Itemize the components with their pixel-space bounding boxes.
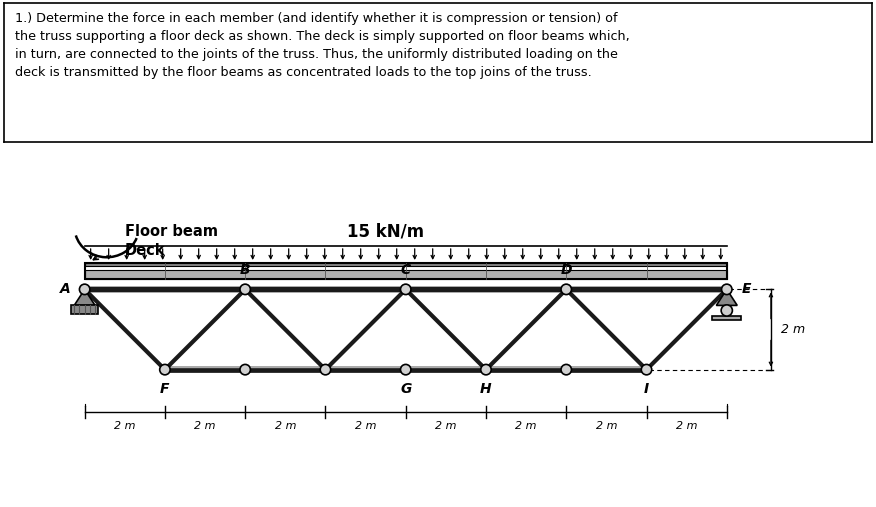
Polygon shape [717, 289, 738, 305]
Polygon shape [85, 286, 727, 293]
Circle shape [159, 365, 170, 375]
Polygon shape [71, 305, 98, 314]
Polygon shape [85, 263, 727, 267]
Text: 2 m: 2 m [596, 421, 617, 430]
Polygon shape [74, 289, 95, 305]
Circle shape [721, 305, 732, 316]
Text: D: D [561, 263, 572, 277]
Text: 2 m: 2 m [114, 421, 136, 430]
Text: E: E [742, 282, 752, 297]
Polygon shape [712, 315, 741, 320]
Text: H: H [480, 382, 491, 395]
Circle shape [240, 284, 251, 295]
Polygon shape [85, 270, 727, 278]
Circle shape [240, 365, 251, 375]
Text: Floor beam
Deck: Floor beam Deck [124, 225, 218, 258]
Circle shape [481, 365, 491, 375]
Circle shape [400, 284, 411, 295]
Text: 2 m: 2 m [355, 421, 377, 430]
Circle shape [321, 365, 330, 375]
Text: F: F [160, 382, 170, 395]
Text: 2 m: 2 m [676, 421, 697, 430]
Text: 1.) Determine the force in each member (and identify whether it is compression o: 1.) Determine the force in each member (… [15, 12, 630, 79]
Circle shape [400, 365, 411, 375]
Text: 15 kN/m: 15 kN/m [347, 223, 424, 240]
Text: 2 m: 2 m [194, 421, 215, 430]
Text: A: A [60, 282, 71, 297]
Text: 2 m: 2 m [781, 323, 805, 336]
Circle shape [561, 284, 571, 295]
Text: G: G [400, 382, 412, 395]
Circle shape [641, 365, 652, 375]
Circle shape [722, 284, 732, 295]
Text: 2 m: 2 m [435, 421, 456, 430]
Text: I: I [644, 382, 649, 395]
Circle shape [561, 365, 571, 375]
Circle shape [80, 284, 90, 295]
Polygon shape [165, 367, 646, 373]
Text: B: B [240, 263, 251, 277]
Text: 2 m: 2 m [515, 421, 537, 430]
Text: 2 m: 2 m [274, 421, 296, 430]
Text: C: C [400, 263, 411, 277]
